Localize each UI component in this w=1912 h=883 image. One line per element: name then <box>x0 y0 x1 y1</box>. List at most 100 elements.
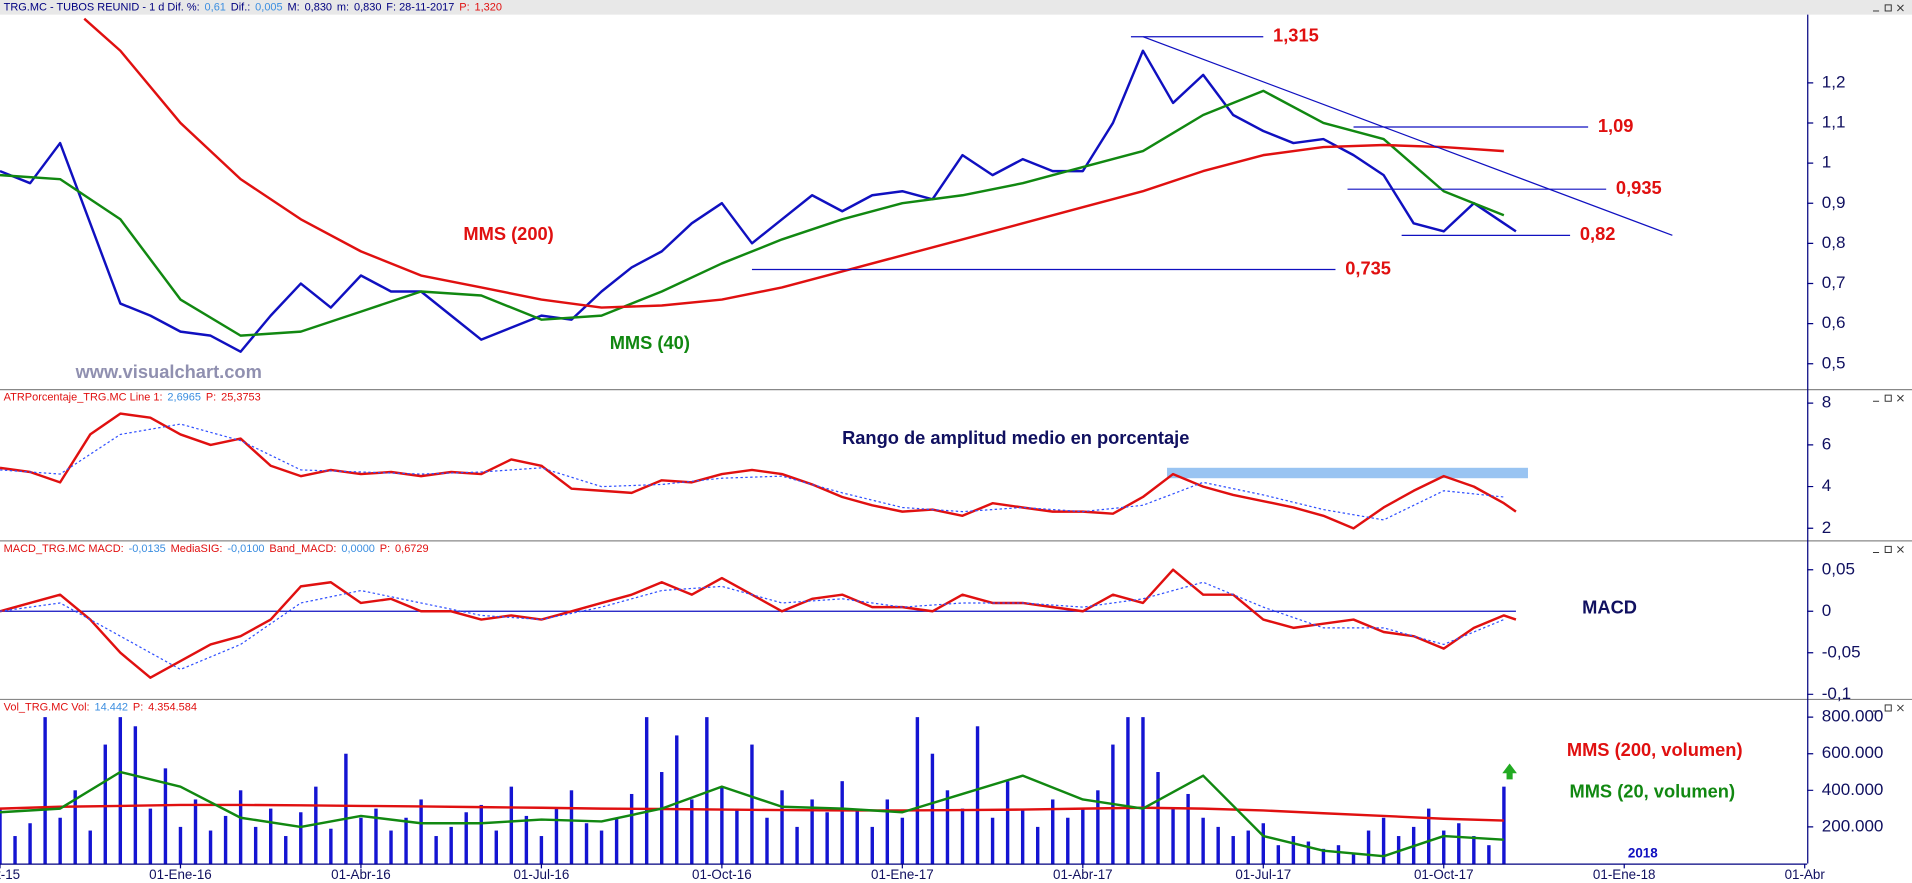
volume-bar <box>43 717 47 864</box>
close-button[interactable] <box>1897 394 1904 402</box>
header-segment: -0,0135 <box>129 543 166 555</box>
volume-bar <box>644 717 649 864</box>
y-axis: 0,5 0,6 0,7 0,8 0,9 1 1,1 1,2 2 4 6 8 0,05 0 -0,05 -0,1… <box>1807 72 1883 835</box>
signal-line <box>0 581 1505 671</box>
up-arrow-icon <box>1502 763 1517 780</box>
volume-bar <box>750 744 754 864</box>
y-tick-label: 0,5 <box>1822 353 1846 372</box>
x-tick-label: 01-Oct-17 <box>1414 867 1474 882</box>
x-tick-label: 01-Jul-16 <box>513 867 569 882</box>
volume-bar <box>494 830 498 864</box>
volume-bar <box>118 717 123 864</box>
maximize-button[interactable] <box>1884 704 1892 712</box>
volume-bar <box>1126 717 1130 864</box>
volume-bar <box>389 830 393 864</box>
volume-bar <box>720 786 724 864</box>
header-segment: P: <box>133 701 143 713</box>
header-segment: MediaSIG: <box>171 543 223 555</box>
maximize-button[interactable] <box>1884 4 1892 12</box>
volume-bar <box>1216 826 1220 864</box>
volume-bar <box>524 815 529 864</box>
close-button[interactable] <box>1897 546 1904 553</box>
volume-bar <box>1351 852 1356 864</box>
volume-bar <box>193 799 198 864</box>
highlight-band <box>1167 467 1528 479</box>
y-tick-label: 6 <box>1822 434 1831 453</box>
volume-bar <box>88 830 92 864</box>
volume-bar <box>58 817 62 864</box>
panel-header: MACD_TRG.MC MACD: -0,0135 MediaSIG: -0,0100… <box>4 543 429 555</box>
maximize-button[interactable] <box>1884 545 1892 553</box>
volume-bar <box>344 753 348 864</box>
level-label: 1,09 <box>1598 115 1634 136</box>
volume-bar <box>1020 808 1025 864</box>
volume-bar <box>1231 836 1235 864</box>
header-segment: ATRPorcentaje_TRG.MC Line 1: <box>4 391 163 403</box>
volume-bar <box>569 790 574 864</box>
header-segment: 0,6729 <box>395 543 429 555</box>
volume-bar <box>284 836 288 864</box>
volume-bar <box>1096 790 1100 864</box>
header-segment: Dif.: <box>231 1 251 13</box>
volume-bar <box>1487 845 1491 864</box>
y-tick-label: 800.000 <box>1822 707 1884 726</box>
panel <box>0 17 1517 353</box>
panel-annotation: MACD <box>1582 596 1637 617</box>
volume-bar <box>690 799 694 864</box>
volume-bar <box>840 781 844 864</box>
y-tick-label: 600.000 <box>1822 743 1884 762</box>
x-tick-label: 01-Jul-17 <box>1235 867 1291 882</box>
y-tick-label: 0 <box>1822 601 1831 620</box>
volume-bar <box>554 808 559 864</box>
volume-bar <box>103 744 107 864</box>
trendline <box>1142 36 1673 236</box>
volume-bar <box>1051 799 1055 864</box>
y-tick-label: 0,9 <box>1822 193 1846 212</box>
volume-bar <box>584 823 589 864</box>
y-tick-label: 0,6 <box>1822 313 1846 332</box>
level-label: 0,935 <box>1616 177 1662 198</box>
close-button[interactable] <box>1897 4 1904 12</box>
header-segment: -0,0100 <box>227 543 264 555</box>
header-segment: TRG.MC - TUBOS REUNID - 1 d Dif. %: <box>4 1 200 13</box>
volume-bar <box>1366 830 1371 864</box>
volume-bar <box>825 812 829 864</box>
volume-bar <box>0 808 2 864</box>
header-segment: 2,6965 <box>167 391 201 403</box>
panel-annotation: Rango de amplitud medio en porcentaje <box>842 427 1189 448</box>
volume-bar <box>374 808 378 864</box>
volume-bar <box>163 768 168 864</box>
volume-bar <box>509 786 514 864</box>
volume-bar <box>900 817 905 864</box>
volume-bar <box>930 753 935 864</box>
y-tick-label: 0,05 <box>1822 559 1855 578</box>
volume-bar <box>359 817 363 864</box>
volume-bar <box>299 812 303 864</box>
maximize-button[interactable] <box>1884 394 1892 402</box>
header-segment: MACD_TRG.MC MACD: <box>4 543 124 555</box>
header-segment: 25,3753 <box>221 391 261 403</box>
series-line <box>83 17 1504 309</box>
series-line <box>0 803 1504 822</box>
header-segment: 0,830 <box>354 1 381 13</box>
level-label: 0,735 <box>1345 257 1391 278</box>
volume-bar <box>268 808 273 864</box>
series-label: MMS (200, volumen) <box>1567 739 1743 760</box>
header-segment: Band_MACD: <box>269 543 336 555</box>
volume-bar <box>990 817 995 864</box>
panel-header: TRG.MC - TUBOS REUNID - 1 d Dif. %: 0,61 D… <box>4 1 502 13</box>
volume-bar <box>253 826 258 864</box>
series-label: MMS (40) <box>610 332 690 353</box>
volume-bar <box>675 735 679 864</box>
year-label: 2018 <box>1628 845 1658 860</box>
watermark: www.visualchart.com <box>75 361 262 382</box>
close-button[interactable] <box>1897 704 1904 712</box>
panel <box>0 717 1506 864</box>
volume-bar <box>1171 808 1175 864</box>
volume-bar <box>1306 841 1311 864</box>
volume-bar <box>1276 845 1281 864</box>
panel <box>0 412 1528 530</box>
volume-bar <box>960 808 965 864</box>
